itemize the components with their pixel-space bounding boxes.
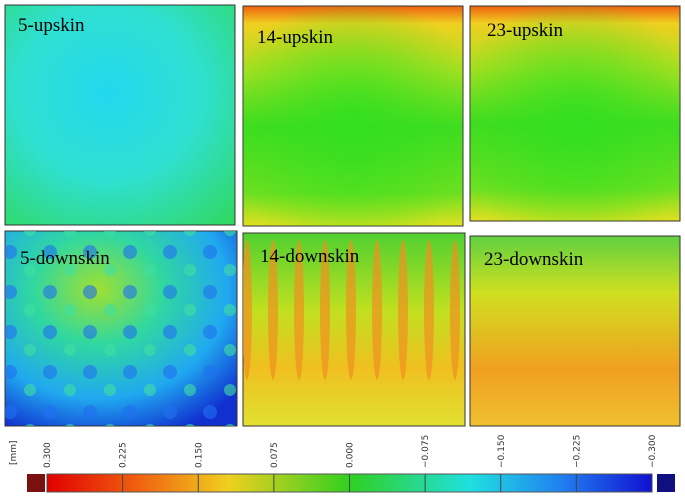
tick-label: 0.075 <box>270 442 280 468</box>
under-swatch <box>657 474 675 492</box>
tick-label: −0.300 <box>648 434 658 468</box>
map-shade <box>243 6 463 226</box>
over-swatch <box>27 474 45 492</box>
tick-label: −0.225 <box>572 435 582 468</box>
tick-label: 0.225 <box>119 442 129 468</box>
map-texture <box>243 233 465 426</box>
tick-label: 0.300 <box>43 442 53 468</box>
colorbar-unit: [mm] <box>9 440 19 465</box>
panel-label: 14-upskin <box>257 27 334 48</box>
tick-label: 0.000 <box>346 442 356 468</box>
colorbar: [mm] 0.300 0.225 0.150 0.075 0.000 −0.075 −0.1… <box>9 434 675 493</box>
panel-label: 5-downskin <box>20 248 110 269</box>
panel-label: 23-upskin <box>487 20 564 41</box>
map-texture <box>5 231 237 426</box>
panel-label: 23-downskin <box>484 249 584 270</box>
panels: 5-upskin 14-upskin 23-upskin 5-downskin … <box>4 4 681 427</box>
panel-label: 5-upskin <box>18 15 85 36</box>
tick-label: 0.150 <box>194 442 204 468</box>
map <box>4 4 236 226</box>
tick-label: −0.075 <box>421 435 431 468</box>
tick-label: −0.150 <box>497 434 507 468</box>
map-shade <box>470 6 680 221</box>
map <box>469 235 681 427</box>
panel-label: 14-downskin <box>260 246 360 267</box>
